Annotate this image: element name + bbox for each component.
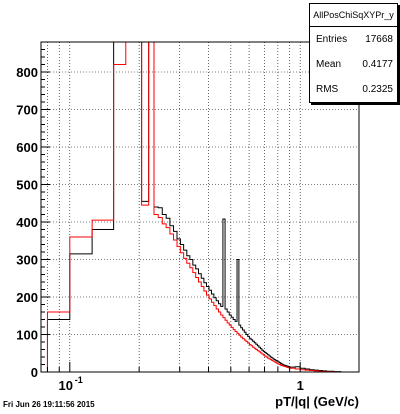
stats-title: AllPosChiSqXYPr_y: [310, 4, 397, 27]
stats-row-mean: Mean 0.4177: [310, 52, 397, 77]
stats-row-rms: RMS 0.2325: [310, 77, 397, 102]
footer-date: Fri Jun 26 19:11:56 2015: [3, 400, 95, 409]
stats-value: 17668: [365, 34, 393, 45]
y-tick-label: 300: [16, 253, 38, 268]
stats-row-entries: Entries 17668: [310, 27, 397, 52]
stats-value: 0.2325: [362, 84, 393, 95]
stats-value: 0.4177: [362, 59, 393, 70]
histogram-series-red: [46, 42, 348, 372]
y-tick-label: 200: [16, 290, 38, 305]
stats-label: RMS: [316, 84, 339, 95]
histogram-series-black: [46, 42, 348, 372]
y-tick-label: 100: [16, 328, 38, 343]
y-tick-label: 600: [16, 140, 38, 155]
x-tick-label: 1: [297, 378, 304, 393]
y-tick-label: 800: [16, 65, 38, 80]
x-tick-exponent: -1: [75, 375, 83, 385]
x-axis-label: pT/|q| (GeV/c): [275, 394, 359, 409]
y-tick-label: 400: [16, 215, 38, 230]
y-tick-label: 0: [31, 365, 38, 380]
stats-label: Mean: [316, 59, 342, 70]
stats-label: Entries: [316, 34, 348, 45]
stats-box: AllPosChiSqXYPr_y Entries 17668 Mean 0.4…: [309, 3, 398, 103]
y-tick-label: 500: [16, 178, 38, 193]
x-tick-label: 10: [59, 378, 73, 393]
y-tick-label: 700: [16, 103, 38, 118]
